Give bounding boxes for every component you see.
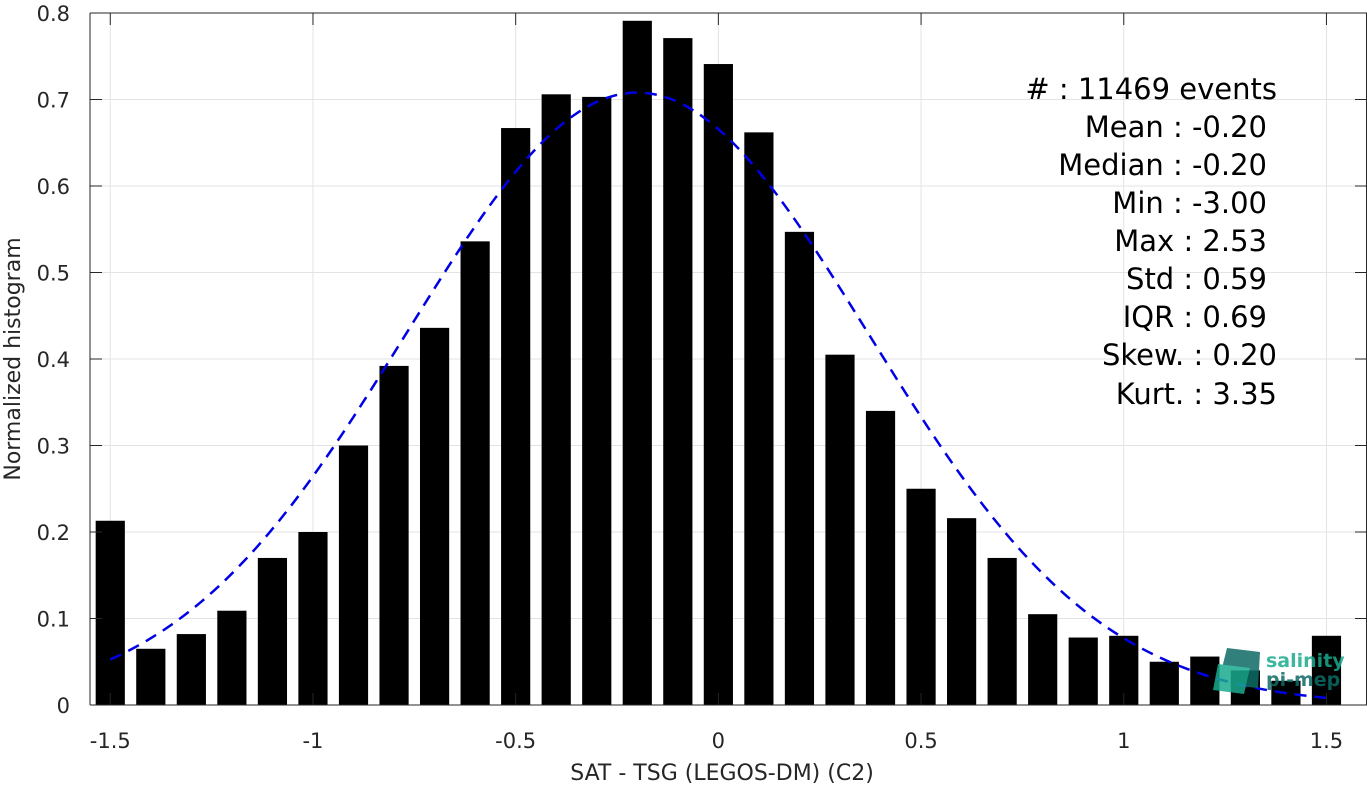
y-tick-label: 0.5: [37, 262, 70, 286]
y-axis-label: Normalized histogram: [1, 237, 26, 480]
stat-median: Median : -0.20: [1058, 148, 1267, 182]
stat-skew: Skew. : 0.20: [1102, 338, 1277, 372]
x-tick-label: 1.5: [1310, 729, 1343, 753]
x-axis-label: SAT - TSG (LEGOS-DM) (C2): [570, 761, 874, 785]
histogram-bar: [338, 445, 369, 705]
histogram-bar: [825, 354, 855, 705]
y-tick-label: 0.4: [37, 348, 70, 372]
histogram-bar: [460, 241, 490, 706]
histogram-bar: [865, 410, 896, 705]
histogram-bar: [1149, 661, 1179, 705]
x-tick-label: 1: [1117, 729, 1130, 753]
x-tick-label: 0: [712, 729, 725, 753]
stat-kurt: Kurt. : 3.35: [1116, 377, 1277, 411]
histogram-bar: [987, 557, 1017, 705]
stat-max: Max : 2.53: [1114, 224, 1267, 258]
histogram-bar: [1190, 656, 1220, 705]
logo-text-salinity: salinity: [1266, 650, 1345, 672]
stat-iqr: IQR : 0.69: [1123, 300, 1267, 334]
histogram-bar: [95, 520, 125, 705]
histogram-bars: [95, 20, 1342, 706]
gaussian-fit-curve: [109, 91, 1327, 700]
y-tick-label: 0.3: [37, 435, 70, 459]
histogram-bar: [784, 231, 815, 705]
histogram-bar: [136, 648, 166, 705]
logo-shape-front: [1213, 664, 1250, 694]
histogram-bar: [1068, 637, 1098, 705]
histogram-bar: [703, 64, 733, 705]
y-tick-label: 0.2: [37, 521, 70, 545]
x-axis-ticks: -1.5 -1 -0.5 0 0.5 1 1.5: [90, 13, 1343, 753]
histogram-bar: [419, 327, 450, 705]
logo-text-pimep: pi-mep: [1266, 669, 1340, 691]
y-tick-label: 0.1: [37, 608, 70, 632]
y-tick-label: 0.6: [37, 175, 70, 199]
x-tick-label: 0.5: [904, 729, 937, 753]
histogram-bar: [176, 634, 206, 705]
histogram-bar: [298, 532, 328, 705]
statistics-annotation: # : 11469 events Mean : -0.20 Median : -…: [1025, 72, 1277, 411]
stat-mean: Mean : -0.20: [1085, 110, 1267, 144]
x-tick-label: -1: [302, 729, 323, 753]
histogram-bar: [663, 38, 693, 705]
x-tick-label: -0.5: [495, 729, 536, 753]
histogram-bar: [744, 132, 774, 705]
stat-min: Min : -3.00: [1112, 186, 1267, 220]
histogram-bar: [541, 94, 571, 705]
histogram-bar: [582, 96, 612, 705]
histogram-bar: [501, 128, 531, 706]
stat-std: Std : 0.59: [1126, 262, 1267, 296]
salinity-pimep-logo: salinity pi-mep: [1213, 648, 1345, 694]
histogram-bar: [622, 20, 652, 706]
histogram-bar: [1028, 614, 1058, 705]
y-tick-label: 0.8: [37, 2, 70, 26]
histogram-bar: [257, 557, 288, 705]
x-tick-label: -1.5: [90, 729, 131, 753]
histogram-bar: [217, 610, 247, 705]
y-tick-label: 0: [57, 694, 70, 718]
y-axis-ticks: 0 0.1 0.2 0.3 0.4 0.5 0.6 0.7 0.8: [37, 2, 1367, 718]
stat-events: # : 11469 events: [1025, 72, 1277, 106]
histogram-bar: [379, 365, 409, 705]
histogram-bar: [906, 488, 936, 705]
y-tick-label: 0.7: [37, 89, 70, 113]
histogram-bar: [947, 518, 977, 705]
